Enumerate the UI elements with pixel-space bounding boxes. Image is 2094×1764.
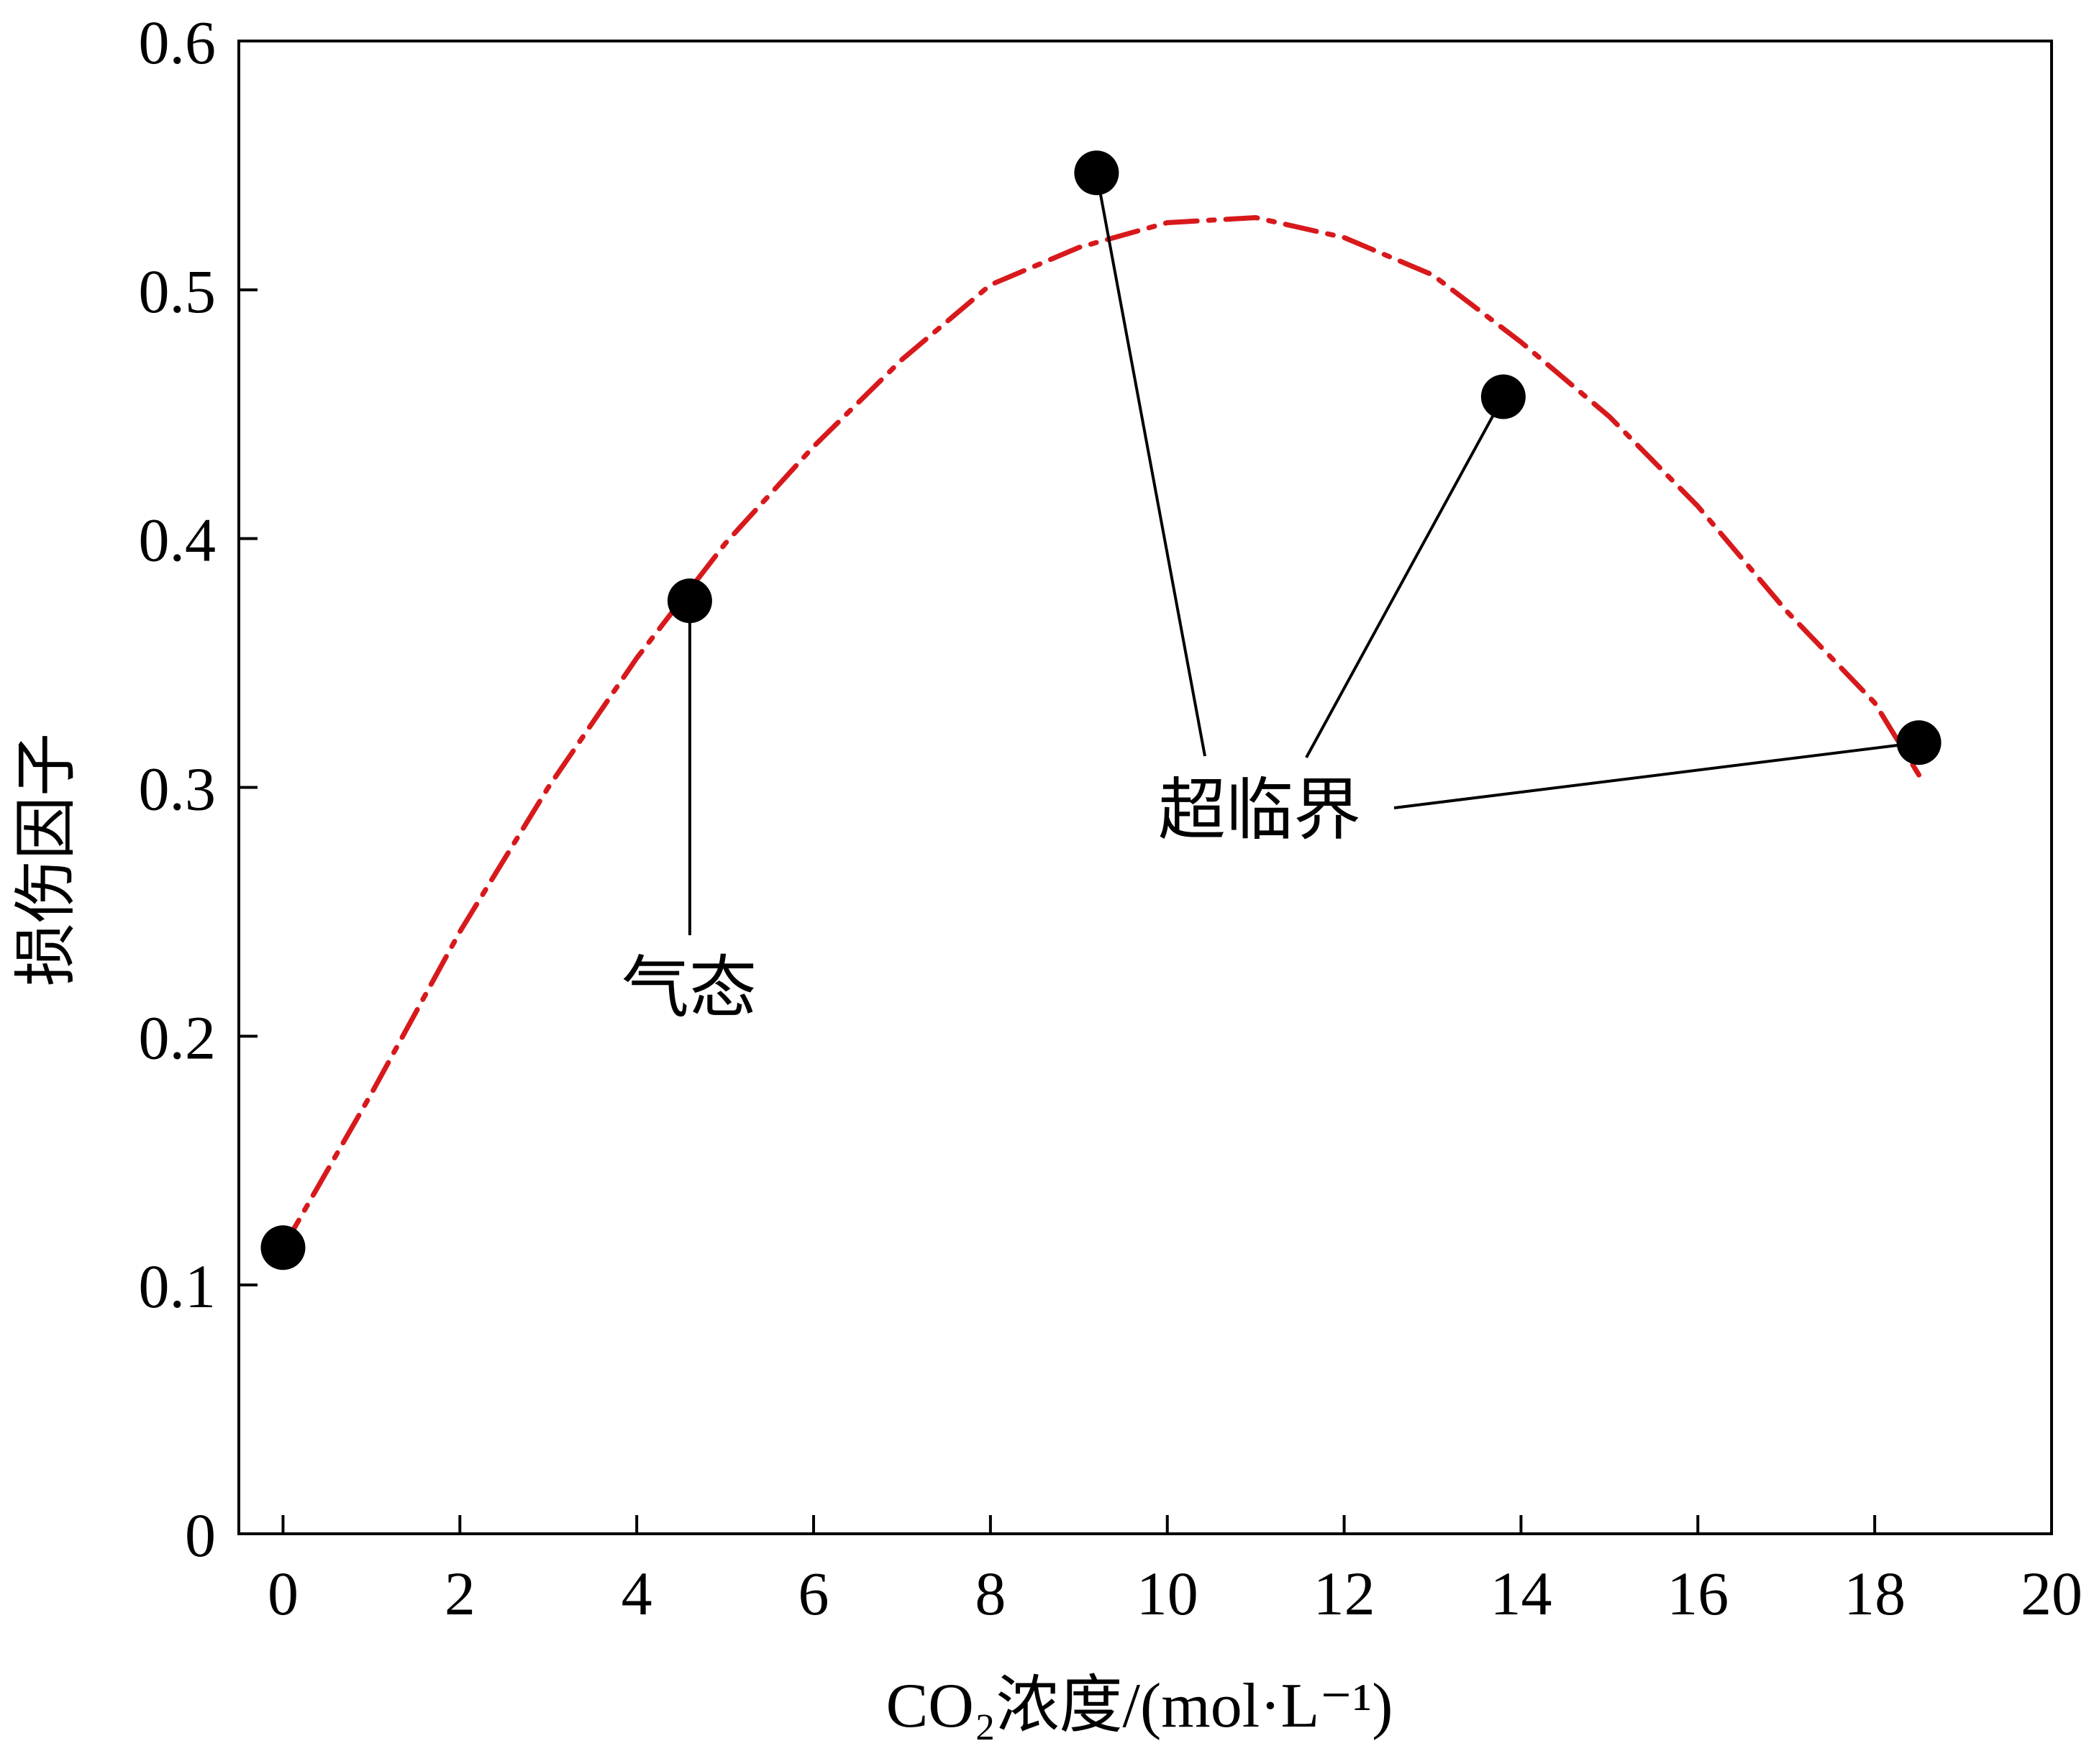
annotation-leader-layer [688, 172, 1919, 935]
data-point [260, 1225, 306, 1270]
annotation-leader-line [1095, 172, 1206, 757]
annotation-supercritical: 超临界 [1158, 773, 1361, 848]
annotation-leader-line [1305, 396, 1505, 758]
y-tick-label: 0.5 [139, 257, 217, 326]
x-axis-title: CO₂浓度/(mol·L⁻¹) [886, 1671, 1393, 1741]
x-tick-label: 6 [798, 1559, 829, 1628]
y-axis-title: 损伤因子 [12, 733, 82, 986]
x-tick-label: 2 [445, 1559, 475, 1628]
y-tick-label: 0.3 [139, 755, 217, 824]
annotation-gas: 气态 [622, 951, 757, 1026]
x-tick-label: 18 [1844, 1559, 1906, 1628]
x-tick-label: 14 [1490, 1559, 1552, 1628]
y-tick-label: 0.1 [139, 1252, 217, 1321]
x-tick-label: 12 [1314, 1559, 1375, 1628]
data-point [1074, 150, 1119, 196]
data-point-layer [260, 150, 1941, 1270]
annotation-leader-line [1393, 741, 1919, 809]
x-tick-label: 16 [1667, 1559, 1729, 1628]
x-tick-label: 8 [975, 1559, 1006, 1628]
y-tick-label: 0.2 [139, 1003, 217, 1072]
y-tick-label: 0 [185, 1501, 216, 1570]
fit-curve [281, 215, 1922, 1250]
y-tick-layer: 0 0.1 0.2 0.3 0.4 0.5 0.6 [139, 8, 258, 1570]
data-point [1896, 720, 1941, 765]
fit-curve-layer [281, 215, 1922, 1250]
x-tick-label: 4 [622, 1559, 652, 1628]
y-tick-label: 0.6 [139, 8, 217, 77]
x-tick-label: 20 [2021, 1559, 2082, 1628]
y-tick-label: 0.4 [139, 506, 217, 575]
x-tick-label: 10 [1137, 1559, 1198, 1628]
data-point [667, 578, 712, 624]
x-tick-label: 0 [268, 1559, 299, 1628]
data-point [1480, 374, 1526, 419]
plot-area [237, 40, 2053, 1535]
x-tick-layer: 0 2 4 6 8 10 12 14 16 18 20 [268, 1515, 2082, 1628]
